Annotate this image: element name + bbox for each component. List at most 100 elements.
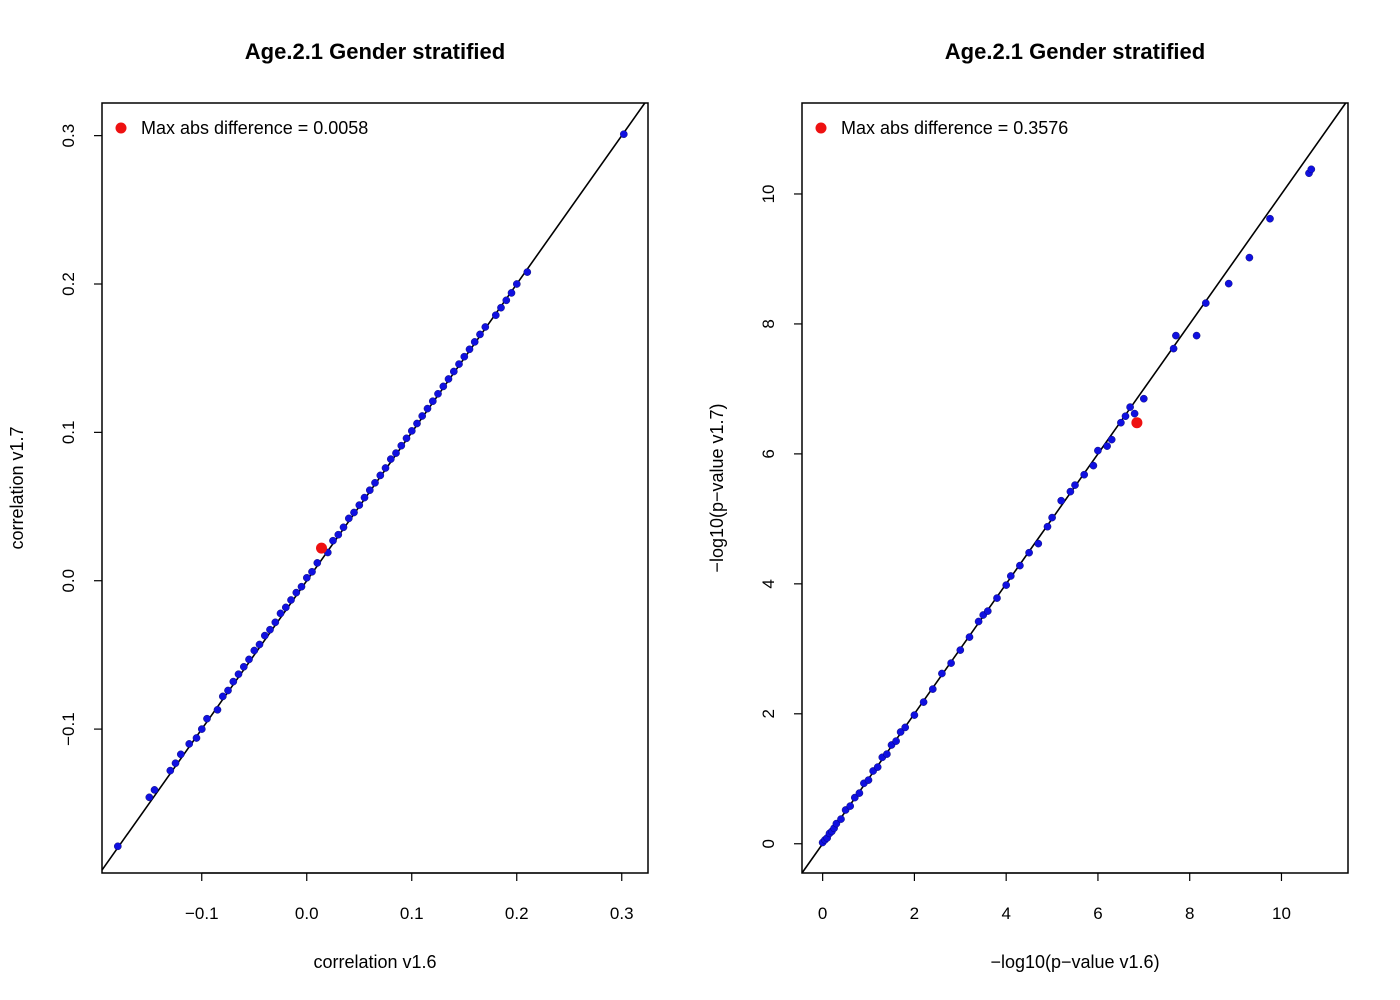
data-point — [185, 740, 193, 748]
x-tick-label: −0.1 — [185, 904, 219, 923]
data-point — [218, 692, 227, 701]
data-point — [455, 360, 463, 368]
y-tick-label: 10 — [759, 185, 778, 204]
data-point — [449, 367, 458, 376]
data-point — [513, 280, 521, 288]
data-point — [250, 646, 259, 655]
data-point — [1307, 165, 1316, 174]
legend: Max abs difference = 0.3576 — [815, 118, 1068, 138]
data-point — [1140, 394, 1148, 403]
data-point — [423, 404, 432, 413]
data-point — [344, 514, 353, 523]
data-point — [114, 842, 122, 851]
data-point — [460, 352, 469, 361]
data-point — [392, 449, 400, 457]
y-tick-label: 4 — [759, 579, 778, 588]
x-axis-ticks: 0 2 4 6 8 10 — [818, 872, 1291, 923]
data-point — [266, 625, 274, 634]
data-point — [428, 397, 437, 406]
data-point — [145, 793, 154, 802]
data-point — [329, 536, 337, 545]
data-point — [1043, 522, 1052, 531]
y-tick-label: 0.0 — [59, 569, 78, 593]
data-point — [260, 631, 269, 640]
y-tick-label: 0.3 — [59, 124, 78, 148]
data-point — [371, 478, 379, 487]
data-point — [281, 603, 290, 612]
data-point — [239, 663, 248, 671]
y-tick-label: 0.2 — [59, 272, 78, 296]
x-tick-label: 2 — [910, 904, 919, 923]
data-point — [1224, 279, 1233, 288]
data-point — [993, 594, 1001, 602]
data-point — [271, 618, 280, 627]
y-tick-label: 2 — [759, 709, 778, 718]
data-point — [350, 508, 358, 517]
data-point — [302, 574, 311, 582]
max-difference-point — [316, 542, 327, 554]
x-tick-label: 8 — [1185, 904, 1194, 923]
data-point — [365, 486, 374, 495]
data-point — [837, 815, 845, 823]
data-point — [846, 802, 855, 810]
chart-title: Age.2.1 Gender stratified — [945, 39, 1205, 64]
data-point — [376, 471, 385, 480]
data-point — [1107, 435, 1116, 444]
data-point — [832, 819, 841, 828]
legend-label: Max abs difference = 0.0058 — [141, 118, 368, 138]
data-point — [523, 268, 532, 276]
data-point — [910, 711, 919, 719]
data-point — [197, 725, 206, 733]
max-difference-point — [1131, 417, 1143, 429]
data-point — [491, 311, 500, 320]
data-point — [407, 427, 416, 435]
data-point — [1266, 214, 1274, 223]
data-point — [1202, 299, 1210, 307]
data-point — [465, 345, 474, 354]
x-tick-label: 0.3 — [610, 904, 634, 923]
y-tick-label: 6 — [759, 449, 778, 458]
pvalue-panel: Age.2.1 Gender stratified 0 2 4 6 8 10 0 2 4 6 8 1… — [707, 39, 1349, 972]
x-tick-label: 4 — [1001, 904, 1010, 923]
data-point — [171, 759, 180, 768]
data-point — [203, 714, 211, 723]
y-tick-label: 0.1 — [59, 421, 78, 445]
data-point — [507, 289, 516, 297]
data-point — [1103, 442, 1111, 450]
data-point — [276, 609, 285, 618]
plot-area — [101, 102, 646, 871]
y-axis-label: −log10(p−value v1.7) — [707, 403, 727, 572]
data-point — [1245, 253, 1254, 262]
data-point — [439, 382, 448, 391]
data-point — [355, 501, 364, 509]
y-axis-label: correlation v1.7 — [7, 426, 27, 549]
legend: Max abs difference = 0.0058 — [115, 118, 368, 138]
data-point — [434, 389, 442, 398]
data-point — [386, 455, 395, 463]
data-point — [1080, 470, 1088, 479]
chart-title: Age.2.1 Gender stratified — [245, 39, 505, 64]
data-point — [938, 669, 946, 678]
data-point — [255, 640, 264, 649]
data-point — [1007, 572, 1015, 580]
data-point — [864, 776, 873, 784]
legend-marker — [815, 122, 827, 134]
data-point — [620, 130, 628, 138]
data-point — [1034, 539, 1043, 548]
data-point — [1130, 409, 1139, 418]
x-axis-ticks: −0.1 0.0 0.1 0.2 0.3 — [185, 872, 634, 923]
data-point — [313, 559, 322, 567]
y-tick-label: 0 — [759, 839, 778, 848]
data-point — [855, 789, 864, 797]
data-point — [896, 728, 905, 736]
data-point — [1117, 418, 1125, 427]
data-point — [444, 375, 453, 383]
legend-marker — [115, 122, 127, 134]
data-point — [1169, 344, 1178, 353]
data-point — [892, 737, 900, 745]
data-point — [470, 338, 479, 346]
data-point — [974, 617, 983, 626]
data-point — [287, 596, 295, 604]
plot-area — [801, 102, 1347, 874]
